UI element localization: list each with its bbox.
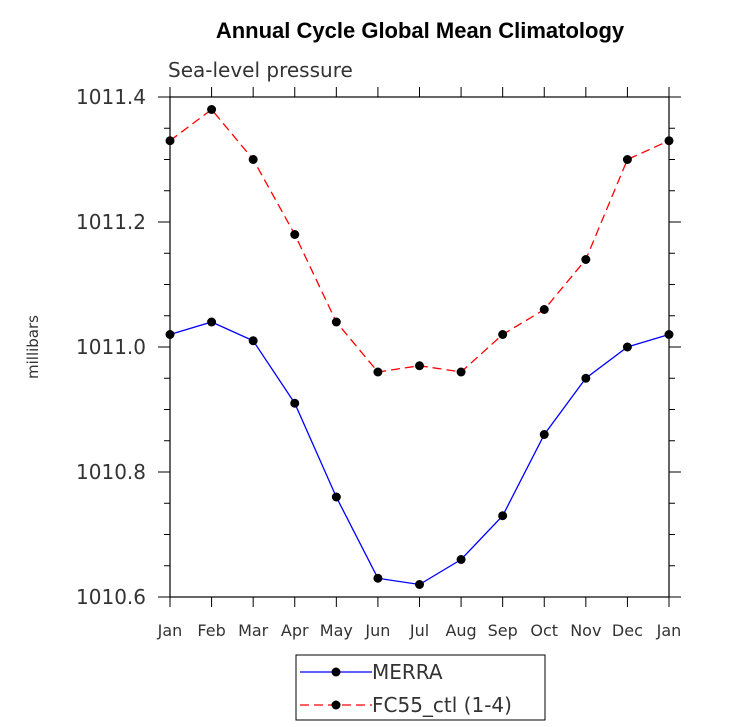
legend: MERRA FC55_ctl (1-4): [295, 654, 546, 721]
x-tick-label: Sep: [488, 621, 518, 640]
x-tick-label: Apr: [281, 621, 309, 640]
data-point-0: [248, 336, 258, 346]
data-point-0: [539, 430, 549, 439]
data-point-1: [415, 361, 424, 371]
data-point-1: [207, 105, 217, 114]
data-point-1: [622, 155, 632, 164]
chart-subtitle: Sea-level pressure: [168, 58, 353, 82]
x-tick-labels: Jan Feb Mar Apr May Jun Jul Aug Sep Oct Nov Dec Jan: [157, 621, 682, 640]
x-tick-label: Jan: [656, 621, 682, 640]
data-point-0: [415, 580, 424, 589]
data-point-1: [290, 230, 300, 239]
y-tick-label: 1011.4: [76, 85, 146, 109]
data-point-0: [207, 317, 217, 327]
series-layer: [165, 105, 674, 589]
series-line-1: [169, 108, 670, 373]
data-point-0: [622, 342, 632, 352]
x-tick-label: Feb: [197, 621, 225, 640]
y-tick-label: 1010.8: [76, 460, 146, 484]
data-point-0: [331, 492, 341, 502]
data-point-0: [456, 555, 466, 564]
data-point-0: [290, 398, 300, 408]
data-point-1: [456, 367, 466, 377]
data-point-1: [581, 255, 591, 264]
plot-frame: [169, 96, 670, 598]
data-point-1: [165, 136, 175, 146]
data-point-1: [664, 136, 674, 146]
y-tick-label: 1010.6: [76, 585, 146, 609]
x-tick-label: Jan: [157, 621, 183, 640]
x-tick-label: Mar: [238, 621, 269, 640]
data-point-1: [248, 155, 258, 164]
y-tick-labels: 1010.6 1010.8 1011.0 1011.2 1011.4: [76, 85, 146, 609]
data-point-1: [373, 367, 383, 377]
data-point-0: [664, 330, 674, 339]
data-point-1: [539, 305, 549, 314]
x-tick-label: Aug: [445, 621, 476, 640]
data-point-1: [498, 330, 508, 339]
axis-ticks: [158, 87, 681, 607]
x-tick-label: Dec: [612, 621, 643, 640]
legend-marker-merra: [331, 667, 341, 677]
data-point-1: [331, 317, 341, 327]
x-tick-label: Nov: [570, 621, 601, 640]
data-point-0: [498, 511, 508, 521]
x-tick-label: Jun: [364, 621, 390, 640]
x-tick-label: Oct: [530, 621, 558, 640]
data-point-0: [373, 573, 383, 583]
data-point-0: [581, 373, 591, 383]
legend-label-fc55: FC55_ctl (1-4): [372, 693, 512, 717]
legend-label-merra: MERRA: [372, 660, 443, 684]
x-tick-label: May: [320, 621, 353, 640]
x-tick-label: Jul: [409, 621, 429, 640]
y-tick-label: 1011.2: [76, 210, 146, 234]
chart-title: Annual Cycle Global Mean Climatology: [216, 18, 625, 43]
y-axis-label: millibars: [24, 315, 42, 379]
y-tick-label: 1011.0: [76, 335, 146, 359]
legend-marker-fc55: [331, 700, 341, 710]
data-point-0: [165, 330, 175, 339]
